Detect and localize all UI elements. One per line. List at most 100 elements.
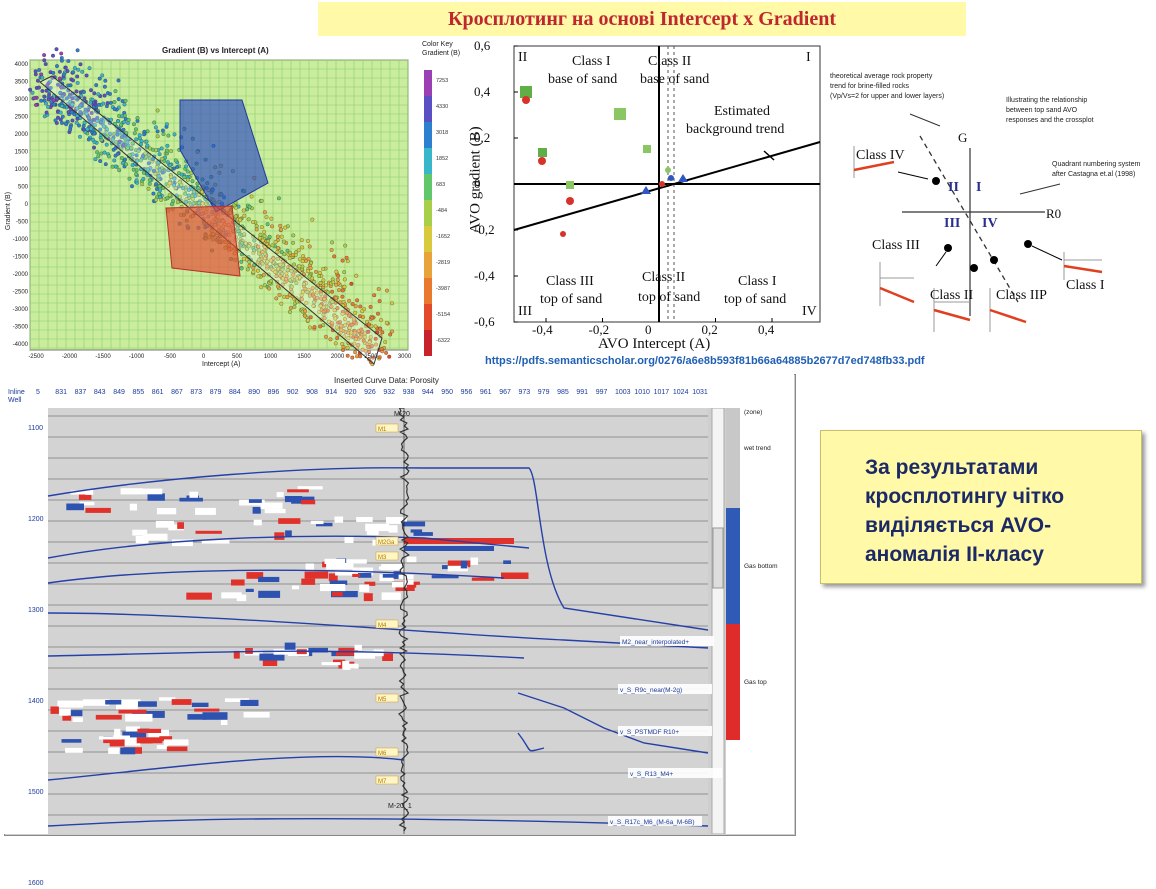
- seismic-anomaly: [431, 575, 459, 579]
- crossplot-point: [112, 100, 117, 104]
- seismic-anomaly: [335, 571, 356, 576]
- crossplot-point: [309, 260, 314, 265]
- class2-point: [970, 264, 978, 272]
- crossplot-point: [42, 94, 47, 99]
- schematic-class2p-label: Class IIP: [996, 288, 1047, 303]
- crossplot-point: [275, 234, 280, 239]
- crossplot-point: [251, 269, 256, 274]
- crossplot-point: [265, 259, 270, 264]
- crossplot-point: [279, 250, 284, 254]
- horizon-line: [517, 692, 709, 754]
- crossplot-point: [338, 300, 343, 305]
- seismic-anomaly: [108, 747, 120, 754]
- crossplot-point: [102, 84, 107, 89]
- crossplot-point: [145, 167, 150, 172]
- crossplot-x-tick: 500: [232, 354, 243, 360]
- horizon-label-bg: [618, 684, 712, 694]
- crossplot-point: [122, 102, 127, 107]
- crossplot-point: [72, 66, 77, 71]
- crossplot-point: [262, 229, 267, 234]
- crossplot-point: [300, 297, 304, 302]
- crossplot-point: [130, 141, 135, 146]
- seismic-anomaly: [50, 706, 59, 714]
- crossplot-point: [108, 100, 113, 105]
- crossplot-point: [330, 240, 335, 245]
- crossplot-point: [60, 114, 65, 119]
- crossplot-point: [379, 346, 384, 351]
- avo-y-tick: 0: [474, 176, 481, 191]
- crossplot-point: [340, 288, 345, 293]
- class3-wavelet-icon: [879, 262, 915, 306]
- crossplot-point: [243, 241, 248, 246]
- crossplot-point: [113, 153, 118, 158]
- seismic-anomaly: [379, 574, 394, 582]
- class2-wavelet-icon: [933, 288, 971, 332]
- crossplot-point: [84, 73, 89, 78]
- crossplot-point: [270, 243, 275, 248]
- crossplot-point: [96, 102, 101, 107]
- crossplot-point: [269, 279, 273, 284]
- horizon-line: [517, 732, 545, 752]
- crossplot-point: [107, 154, 111, 159]
- crossplot-point: [358, 304, 363, 309]
- crossplot-point: [273, 240, 278, 245]
- seismic-section-canvas: M1 M2Ga M3 M4 M5 M6 M7 M-20 M-20_1 M2_near_inter…: [4, 408, 794, 834]
- crossplot-point: [45, 83, 50, 88]
- crossplot-point: [109, 117, 114, 122]
- crossplot-point: [276, 284, 280, 289]
- colorkey-swatch: [424, 200, 432, 226]
- crossplot-point: [260, 250, 265, 255]
- inline-number: 884: [229, 389, 241, 396]
- crossplot-point: [153, 125, 158, 130]
- crossplot-point: [56, 82, 60, 87]
- class2-top-label: Class II: [642, 270, 686, 285]
- seismic-anomaly: [379, 566, 387, 570]
- horizon-line: [47, 612, 709, 649]
- seismic-header-title: Inserted Curve Data: Porosity: [334, 376, 439, 385]
- crossplot-point: [340, 258, 345, 263]
- crossplot-point: [384, 320, 389, 325]
- crossplot-point: [233, 214, 238, 219]
- marker-label: M6: [378, 751, 387, 757]
- seismic-anomaly: [142, 488, 163, 495]
- crossplot-point: [278, 262, 283, 267]
- schematic-class3-label: Class III: [872, 238, 920, 253]
- crossplot-point: [183, 191, 188, 196]
- crossplot-point: [75, 80, 80, 85]
- inline-number: 979: [537, 389, 550, 396]
- crossplot-point: [347, 298, 352, 303]
- seismic-anomaly: [171, 699, 192, 705]
- colorkey-swatch: [424, 96, 432, 122]
- seismic-anomaly: [363, 593, 373, 602]
- crossplot-point: [141, 153, 145, 158]
- crossplot-point: [78, 110, 83, 114]
- source-url-link[interactable]: https://pdfs.semanticscholar.org/0276/a6…: [485, 355, 925, 367]
- seismic-anomaly: [410, 529, 423, 533]
- crossplot-point: [283, 225, 288, 230]
- seismic-anomaly: [142, 533, 168, 541]
- crossplot-point: [165, 148, 169, 153]
- crossplot-point: [302, 282, 306, 287]
- class2-base-label: Class II: [648, 54, 692, 69]
- crossplot-point: [294, 276, 299, 281]
- seismic-anomaly: [240, 699, 259, 706]
- crossplot-point: [154, 197, 158, 202]
- seismic-anomaly: [304, 571, 329, 579]
- crossplot-point: [321, 305, 326, 310]
- crossplot-point: [252, 248, 257, 253]
- inline-number: 837: [74, 389, 87, 396]
- crossplot-point: [91, 137, 95, 142]
- crossplot-point: [288, 306, 293, 311]
- crossplot-point: [345, 353, 350, 358]
- crossplot-point: [350, 302, 355, 307]
- class1-point: [1024, 240, 1032, 248]
- class1-base-label-2: base of sand: [548, 72, 618, 87]
- crossplot-point: [287, 309, 292, 314]
- crossplot-x-tick: 0: [202, 354, 206, 360]
- crossplot-point: [274, 296, 279, 301]
- inline-number: 1024: [672, 389, 689, 396]
- seismic-anomaly: [114, 728, 121, 736]
- avo-y-tick: 0,4: [474, 84, 491, 99]
- seismic-anomaly: [274, 532, 285, 540]
- crossplot-point: [334, 325, 339, 330]
